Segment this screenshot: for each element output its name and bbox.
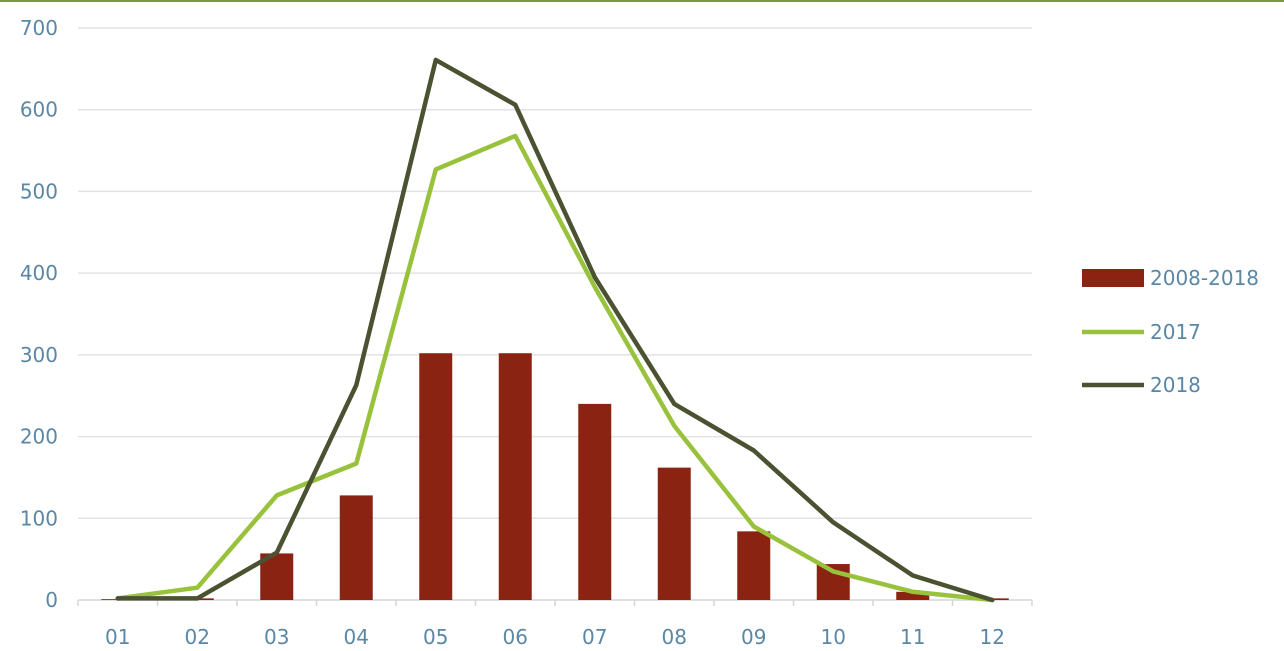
- y-tick-label: 500: [20, 179, 58, 203]
- bar: [578, 403, 612, 600]
- series-line: [115, 133, 995, 603]
- bar: [498, 353, 532, 600]
- y-tick-label: 300: [20, 343, 58, 367]
- x-tick-label: 09: [741, 625, 766, 649]
- legend-label: 2017: [1150, 320, 1201, 344]
- bar: [339, 495, 373, 600]
- x-tick-label: 11: [900, 625, 925, 649]
- y-tick-label: 400: [20, 261, 58, 285]
- y-tick-label: 200: [20, 425, 58, 449]
- legend-swatch: [1082, 269, 1144, 287]
- bar: [896, 591, 930, 600]
- bar: [419, 353, 453, 600]
- x-tick-label: 07: [582, 625, 607, 649]
- series-line: [115, 57, 995, 603]
- y-tick-label: 600: [20, 98, 58, 122]
- x-tick-label: 08: [662, 625, 687, 649]
- bar: [737, 531, 771, 600]
- x-tick-label: 01: [105, 625, 130, 649]
- x-tick-label: 10: [821, 625, 846, 649]
- legend-label: 2018: [1150, 373, 1201, 397]
- x-tick-label: 04: [344, 625, 369, 649]
- x-tick-label: 12: [980, 625, 1005, 649]
- legend-label: 2008-2018: [1150, 266, 1259, 290]
- x-tick-label: 02: [185, 625, 210, 649]
- y-tick-label: 700: [20, 16, 58, 40]
- top-rule: [0, 0, 1284, 2]
- y-tick-label: 0: [45, 588, 58, 612]
- bar: [657, 467, 691, 600]
- x-tick-label: 06: [503, 625, 528, 649]
- y-tick-label: 100: [20, 506, 58, 530]
- x-tick-label: 05: [423, 625, 448, 649]
- x-tick-label: 03: [264, 625, 289, 649]
